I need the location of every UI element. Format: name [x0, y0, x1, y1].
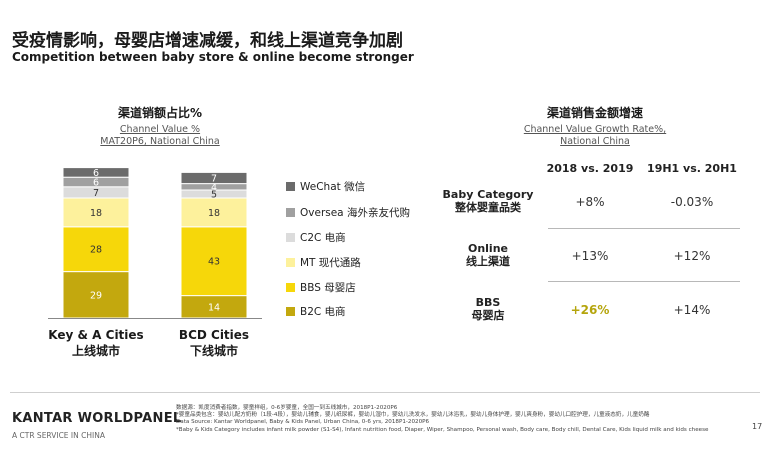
legend-label: WeChat 微信	[300, 181, 366, 193]
bar-segment	[180, 171, 248, 185]
footnote-line: 数据源：凯度消费者指数，婴童样组，0-6岁婴童，全国一到五线城市，2018P1-…	[176, 405, 398, 411]
legend-label: BBS 母婴店	[300, 282, 356, 294]
x-tick-label: BCD Cities	[179, 328, 249, 342]
brand-logo: KANTAR WORLDPANEL	[12, 411, 182, 426]
footnote-line: Data Source: Kantar Worldpanel, Baby & K…	[176, 419, 430, 426]
legend-swatch	[286, 258, 295, 267]
legend-item-oversea: Oversea 海外亲友代购	[286, 205, 410, 220]
footnote-line: *婴童品类包含：婴幼儿配方奶粉（1段-4段），婴幼儿辅食，婴儿纸尿裤，婴幼儿湿巾…	[176, 412, 650, 419]
legend-swatch	[286, 208, 295, 217]
data-label: 6	[93, 178, 99, 189]
data-label: 6	[93, 168, 99, 179]
data-label: 29	[90, 290, 102, 301]
bar-segment	[62, 271, 130, 319]
data-label: 18	[90, 208, 102, 219]
table-cell: +14%	[673, 303, 711, 317]
table-row-label-baby-category: Baby Category 整体婴童品类	[428, 188, 548, 214]
data-label: 4	[211, 182, 217, 193]
x-tick-label: Key & A Cities	[48, 328, 143, 342]
bar-segment	[62, 226, 130, 273]
bar-segment	[180, 197, 248, 228]
legend-swatch	[286, 307, 295, 316]
row-label-en: Online	[467, 242, 508, 255]
table-divider	[548, 228, 740, 229]
data-label: 43	[208, 257, 220, 268]
row-label-en: BBS	[475, 296, 501, 309]
page-number: 17	[752, 422, 763, 431]
legend-label: Oversea 海外亲友代购	[300, 207, 410, 219]
x-tick-label: 下线城市	[190, 343, 238, 358]
table-cell-highlight: +26%	[570, 303, 610, 317]
page-subtitle: Competition between baby store & online …	[12, 50, 414, 64]
legend-swatch	[286, 182, 295, 191]
legend-label: C2C 电商	[300, 232, 346, 244]
brand-tagline: A CTR SERVICE IN CHINA	[12, 431, 105, 440]
row-label-cn: 母婴店	[471, 309, 505, 322]
footnote-line: *Baby & Kids Category includes infant mi…	[176, 426, 709, 433]
chart-header: 渠道销额占比% Channel Value % MAT20P6, Nationa…	[60, 104, 260, 148]
row-label-cn: 线上渠道	[466, 255, 510, 268]
footnotes: 数据源：凯度消费者指数，婴童样组，0-6岁婴童，全国一到五线城市，2018P1-…	[176, 405, 751, 434]
legend-item-mt: MT 现代通路	[286, 255, 361, 270]
table-cell: +8%	[575, 195, 605, 209]
data-label: 14	[208, 302, 220, 313]
legend-label: B2C 电商	[300, 306, 346, 318]
data-label: 7	[211, 174, 217, 185]
data-label: 18	[208, 208, 220, 219]
row-label-en: Baby Category	[442, 188, 534, 201]
footer-divider	[10, 392, 760, 393]
table-cell: +12%	[673, 249, 711, 263]
table-row-label-bbs: BBS 母婴店	[428, 296, 548, 322]
legend-item-wechat: WeChat 微信	[286, 179, 365, 194]
bar-segment	[62, 167, 130, 178]
bar-segment	[180, 226, 248, 297]
row-label-cn: 整体婴童品类	[455, 201, 521, 214]
legend-swatch	[286, 233, 295, 242]
legend-label: MT 现代通路	[300, 257, 361, 269]
table-subtitle-line1: Channel Value Growth Rate%,	[523, 124, 667, 135]
table-row-label-online: Online 线上渠道	[428, 242, 548, 268]
legend-item-bbs: BBS 母婴店	[286, 280, 356, 295]
legend-swatch	[286, 283, 295, 292]
data-label: 5	[211, 190, 217, 201]
page-title: 受疫情影响，母婴店增速减缓，和线上渠道竞争加剧	[12, 31, 403, 51]
table-divider	[548, 281, 740, 282]
legend-item-c2c: C2C 电商	[286, 230, 346, 245]
chart-title: 渠道销额占比%	[117, 106, 203, 120]
table-column-header-2018-2019: 2018 vs. 2019	[546, 162, 634, 175]
chart-subtitle-line2: MAT20P6, National China	[100, 136, 220, 147]
table-subtitle-line2: National China	[560, 136, 630, 147]
table-header: 渠道销售金额增速 Channel Value Growth Rate%, Nat…	[520, 104, 670, 148]
data-label: 7	[93, 188, 99, 199]
table-title: 渠道销售金额增速	[546, 106, 643, 120]
bar-segment	[62, 197, 130, 228]
table-cell: -0.03%	[670, 195, 714, 209]
x-tick-label: 上线城市	[72, 343, 120, 358]
legend-item-b2c: B2C 电商	[286, 304, 346, 319]
data-label: 28	[90, 245, 102, 256]
table-cell: +13%	[571, 249, 609, 263]
table-column-header-19h1-20h1: 19H1 vs. 20H1	[647, 162, 737, 175]
chart-subtitle-line1: Channel Value %	[119, 124, 201, 135]
